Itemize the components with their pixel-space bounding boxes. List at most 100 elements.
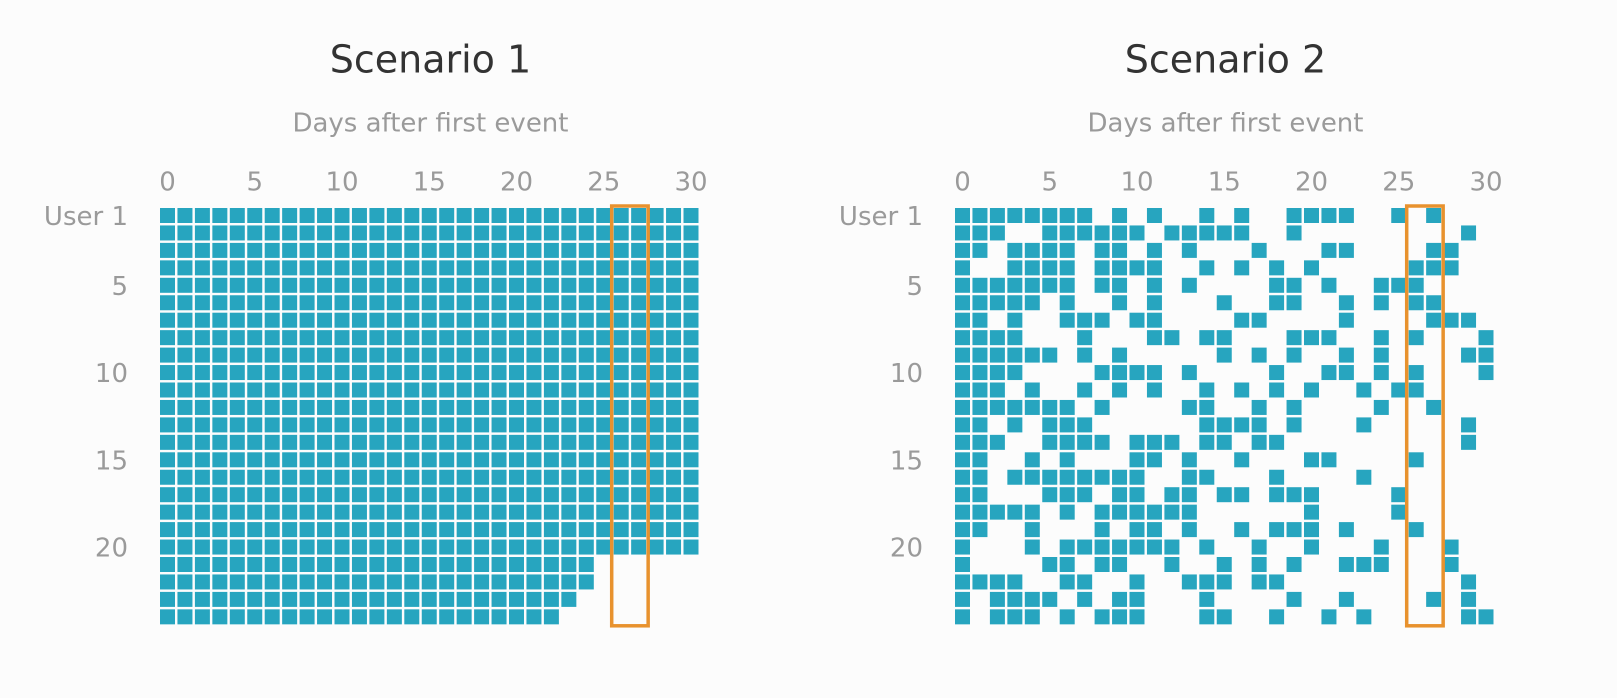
activity-cell — [177, 557, 193, 572]
activity-cell — [421, 452, 437, 468]
activity-cell — [1269, 487, 1285, 503]
activity-cell — [386, 208, 402, 223]
activity-cell — [351, 295, 367, 311]
activity-cell — [282, 277, 298, 293]
activity-cell — [456, 330, 472, 346]
activity-cell — [1251, 347, 1267, 363]
activity-cell — [474, 469, 490, 485]
activity-cell — [334, 312, 350, 328]
activity-cell — [351, 330, 367, 346]
x-tick-label: 10 — [325, 168, 358, 198]
activity-cell — [247, 452, 263, 468]
activity-cell — [177, 277, 193, 293]
activity-cell — [247, 434, 263, 450]
activity-cell — [1077, 382, 1093, 398]
activity-cell — [648, 417, 664, 433]
activity-cell — [1234, 382, 1250, 398]
activity-cell — [1024, 277, 1040, 293]
activity-cell — [334, 277, 350, 293]
activity-cell — [1042, 277, 1058, 293]
activity-cell — [1042, 469, 1058, 485]
activity-cell — [456, 591, 472, 607]
activity-cell — [972, 312, 988, 328]
activity-cell — [456, 487, 472, 503]
activity-cell — [177, 417, 193, 433]
activity-cell — [421, 469, 437, 485]
activity-cell — [212, 225, 228, 241]
activity-cell — [247, 365, 263, 381]
activity-cell — [578, 504, 594, 520]
activity-cell — [1112, 295, 1128, 311]
activity-cell — [212, 242, 228, 258]
activity-cell — [177, 434, 193, 450]
activity-cell — [386, 347, 402, 363]
activity-cell — [282, 522, 298, 538]
activity-cell — [666, 469, 682, 485]
activity-cell — [282, 330, 298, 346]
activity-cell — [1269, 260, 1285, 276]
activity-cell — [421, 312, 437, 328]
activity-cell — [1042, 399, 1058, 415]
activity-cell — [1059, 557, 1075, 572]
activity-cell — [509, 417, 524, 433]
activity-cell — [351, 225, 367, 241]
activity-cell — [317, 609, 333, 625]
activity-cell — [683, 504, 699, 520]
activity-cell — [1286, 417, 1302, 433]
activity-cell — [596, 295, 612, 311]
activity-cell — [334, 539, 350, 555]
activity-cell — [666, 417, 682, 433]
activity-cell — [317, 242, 333, 258]
activity-cell — [543, 399, 559, 415]
activity-cell — [351, 277, 367, 293]
activity-cell — [194, 365, 210, 381]
activity-cell — [212, 347, 228, 363]
activity-cell — [229, 330, 245, 346]
activity-cell — [317, 522, 333, 538]
activity-cell — [194, 539, 210, 555]
activity-cell — [247, 417, 263, 433]
activity-cell — [264, 539, 280, 555]
activity-cell — [404, 591, 420, 607]
activity-cell — [160, 557, 175, 572]
activity-cell — [1461, 347, 1477, 363]
activity-cell — [177, 347, 193, 363]
activity-cell — [247, 591, 263, 607]
activity-cell — [456, 312, 472, 328]
activity-cell — [160, 539, 175, 555]
activity-cell — [474, 539, 490, 555]
activity-cell — [351, 312, 367, 328]
activity-cell — [509, 539, 524, 555]
activity-cell — [561, 208, 577, 223]
activity-cell — [1146, 277, 1162, 293]
activity-cell — [1286, 522, 1302, 538]
activity-cell — [561, 260, 577, 276]
activity-cell — [421, 399, 437, 415]
activity-cell — [1129, 312, 1145, 328]
activity-cell — [1286, 399, 1302, 415]
activity-cell — [1408, 522, 1424, 538]
activity-cell — [1269, 574, 1285, 590]
activity-cell — [1426, 591, 1442, 607]
activity-cell — [212, 365, 228, 381]
activity-cell — [648, 522, 664, 538]
activity-cell — [543, 557, 559, 572]
activity-cell — [1077, 539, 1093, 555]
activity-cell — [212, 382, 228, 398]
activity-cell — [683, 277, 699, 293]
activity-cell — [474, 504, 490, 520]
activity-cell — [955, 330, 970, 346]
activity-cell — [578, 242, 594, 258]
activity-cell — [972, 469, 988, 485]
activity-cell — [1269, 382, 1285, 398]
activity-cell — [972, 365, 988, 381]
activity-cell — [474, 399, 490, 415]
activity-cell — [1042, 225, 1058, 241]
activity-cell — [648, 277, 664, 293]
activity-cell — [1094, 539, 1110, 555]
activity-cell — [1112, 242, 1128, 258]
activity-cell — [1112, 260, 1128, 276]
activity-cell — [596, 487, 612, 503]
activity-cell — [386, 295, 402, 311]
activity-cell — [578, 208, 594, 223]
